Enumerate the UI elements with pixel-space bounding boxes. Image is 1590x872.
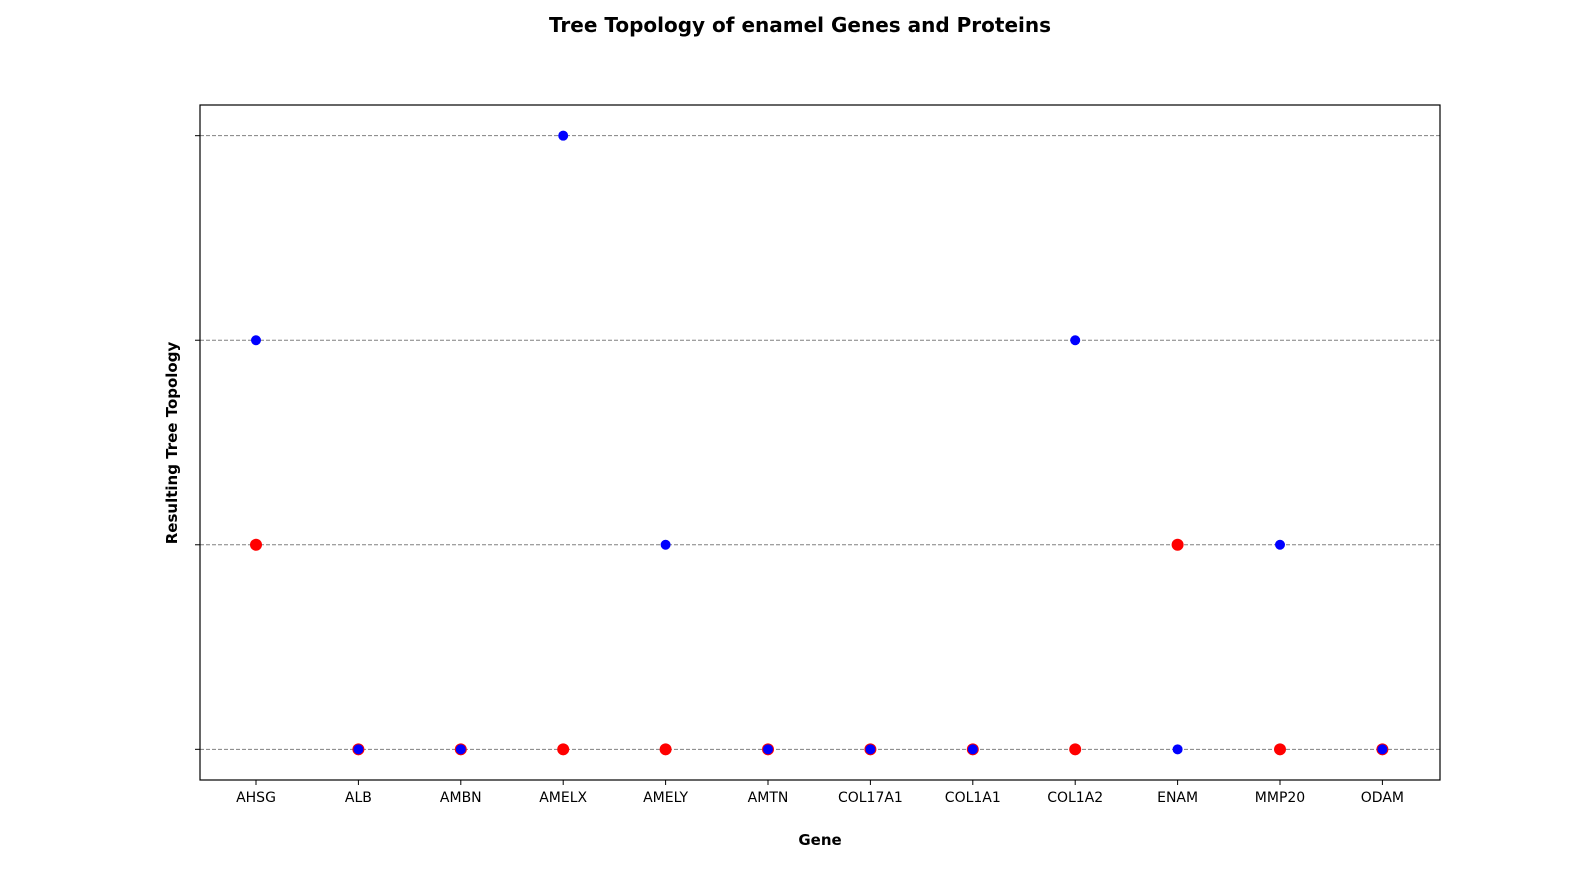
data-point bbox=[763, 744, 773, 755]
x-tick-label: AMTN bbox=[748, 790, 789, 806]
x-tick-label: ALB bbox=[345, 790, 372, 806]
x-axis-ticks: AHSG ALB AMBN AMELX AMELY AMTN COL17A1 COL1A1 CO… bbox=[236, 780, 1404, 806]
data-point bbox=[1377, 744, 1388, 755]
data-point bbox=[865, 744, 876, 755]
data-point bbox=[557, 743, 570, 756]
data-point bbox=[1070, 335, 1081, 346]
x-tick-label: AMBN bbox=[440, 790, 482, 806]
data-point bbox=[455, 744, 466, 755]
x-tick-label: COL1A2 bbox=[1047, 790, 1103, 806]
y-axis-ticks bbox=[195, 135, 200, 750]
data-point bbox=[250, 538, 262, 551]
x-tick-label: AMELX bbox=[539, 790, 587, 806]
data-point bbox=[660, 539, 671, 550]
x-tick-label: ENAM bbox=[1157, 790, 1198, 806]
data-point bbox=[967, 744, 978, 755]
y-axis-label: Resulting Tree Topology bbox=[163, 342, 181, 545]
data-point bbox=[1069, 743, 1082, 756]
x-tick-label: COL1A1 bbox=[945, 790, 1001, 806]
gridlines bbox=[200, 135, 1440, 750]
x-tick-label: MMP20 bbox=[1255, 790, 1305, 806]
x-tick-label: COL17A1 bbox=[838, 790, 903, 806]
data-point bbox=[1274, 743, 1286, 756]
data-point bbox=[251, 335, 261, 346]
plot-frame bbox=[199, 104, 1441, 781]
chart-title: Tree Topology of enamel Genes and Protei… bbox=[549, 13, 1051, 37]
x-axis-label: Gene bbox=[798, 831, 841, 849]
x-tick-label: AHSG bbox=[236, 790, 276, 806]
data-point bbox=[1275, 539, 1285, 550]
data-point bbox=[353, 744, 364, 755]
data-point bbox=[659, 743, 672, 756]
data-point bbox=[1172, 744, 1183, 755]
x-tick-label: AMELY bbox=[643, 790, 688, 806]
x-tick-label: ODAM bbox=[1361, 790, 1404, 806]
data-points bbox=[250, 130, 1389, 756]
data-point bbox=[1171, 538, 1184, 551]
data-point bbox=[558, 130, 569, 141]
